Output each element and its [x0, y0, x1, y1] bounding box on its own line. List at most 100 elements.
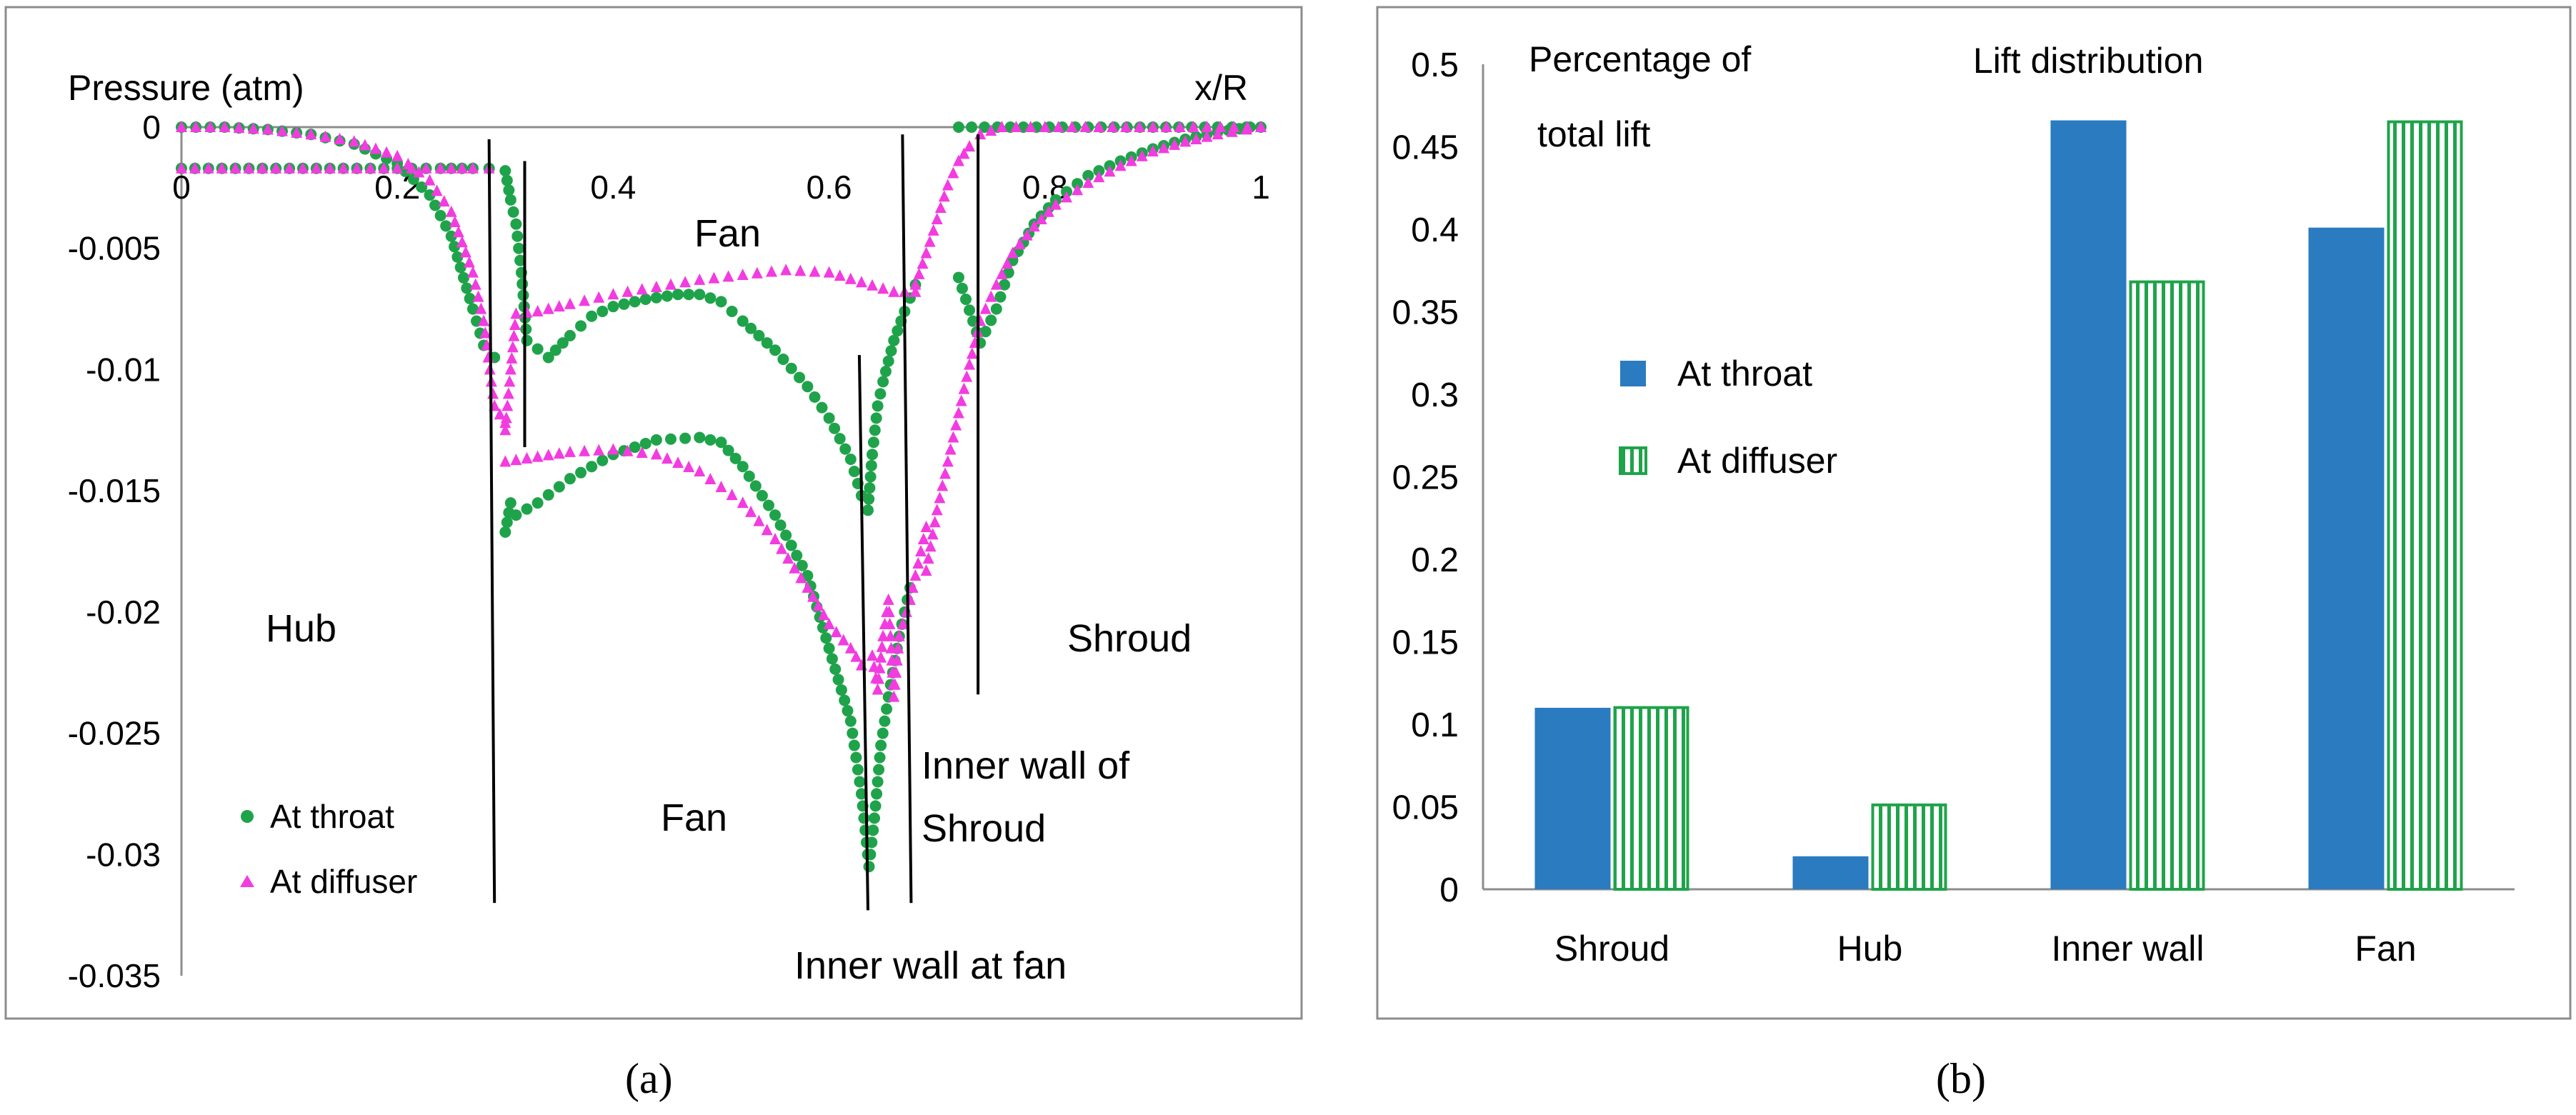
data-point-diffuser — [499, 455, 511, 467]
x-tick-label-a: 0.4 — [590, 169, 636, 206]
data-point-throat — [517, 289, 529, 301]
data-point-throat — [639, 437, 652, 449]
data-point-diffuser — [1001, 257, 1013, 269]
data-point-diffuser — [952, 154, 964, 166]
data-point-diffuser — [909, 569, 922, 581]
data-point-throat — [449, 241, 461, 253]
data-point-diffuser — [502, 387, 514, 399]
x-tick-label-a: 1 — [1252, 169, 1270, 206]
data-point-throat — [877, 376, 889, 388]
data-point-throat — [966, 121, 978, 133]
data-point-throat — [791, 549, 803, 561]
data-point-diffuser — [966, 347, 978, 359]
data-point-diffuser — [1134, 121, 1146, 132]
data-point-diffuser — [694, 273, 706, 285]
data-point-diffuser — [990, 278, 1002, 290]
data-point-throat — [586, 310, 598, 322]
data-point-diffuser — [542, 302, 554, 314]
data-point-diffuser — [176, 121, 187, 132]
data-point-diffuser — [737, 496, 749, 509]
series-at-diffuser — [176, 121, 1267, 702]
bar-diffuser-inner-wall — [2129, 280, 2205, 891]
data-point-throat — [854, 776, 866, 788]
data-point-diffuser — [509, 318, 521, 330]
data-point-diffuser — [937, 479, 949, 491]
data-point-throat — [867, 436, 879, 449]
data-point-throat — [761, 337, 773, 349]
data-point-throat — [873, 764, 885, 776]
data-point-diffuser — [449, 215, 461, 227]
data-point-throat — [650, 291, 662, 304]
data-point-diffuser — [233, 121, 245, 134]
data-point-diffuser — [438, 195, 450, 207]
data-point-diffuser — [378, 161, 390, 174]
y-tick-label-a: 0 — [142, 109, 161, 146]
data-point-throat — [499, 165, 511, 177]
data-point-diffuser — [931, 212, 943, 224]
data-point-throat — [749, 480, 762, 492]
y-tick-label-b: 0 — [1439, 871, 1459, 909]
data-point-diffuser — [521, 451, 533, 464]
data-point-diffuser — [909, 278, 922, 290]
data-point-throat — [864, 482, 876, 494]
data-point-diffuser — [243, 161, 255, 174]
bar-diffuser-hub — [1871, 803, 1947, 891]
data-point-diffuser — [751, 266, 763, 279]
data-point-diffuser — [190, 121, 202, 132]
data-point-throat — [556, 337, 569, 349]
data-point-diffuser — [1028, 220, 1040, 232]
data-point-diffuser — [564, 297, 576, 309]
data-point-diffuser — [1093, 121, 1105, 132]
data-point-diffuser — [310, 161, 322, 174]
y-tick-label-a: -0.015 — [68, 472, 161, 509]
data-point-throat — [994, 291, 1007, 303]
data-point-diffuser — [726, 489, 738, 501]
data-point-diffuser — [883, 605, 895, 617]
bar-throat-fan — [2308, 227, 2385, 889]
y-tick-labels-a: 0 -0.005 -0.01 -0.015 -0.02 -0.025 -0.03 -0.035 — [68, 109, 161, 994]
data-point-diffuser — [650, 448, 662, 460]
data-point-diffuser — [456, 236, 468, 248]
data-point-throat — [888, 334, 900, 346]
data-point-diffuser — [766, 265, 778, 277]
data-point-diffuser — [938, 190, 950, 202]
data-point-diffuser — [942, 455, 954, 467]
data-point-diffuser — [650, 281, 662, 293]
data-point-throat — [865, 459, 877, 471]
data-point-diffuser — [261, 123, 274, 135]
data-point-throat — [769, 509, 782, 521]
data-point-diffuser — [621, 285, 634, 297]
region-label-fan-lower: Fan — [661, 796, 727, 839]
data-point-throat — [777, 354, 789, 366]
data-point-diffuser — [1255, 121, 1267, 132]
data-point-diffuser — [1125, 154, 1137, 166]
data-point-diffuser — [1007, 246, 1019, 259]
data-point-diffuser — [494, 408, 506, 420]
data-point-throat — [639, 293, 652, 305]
data-point-diffuser — [889, 678, 901, 690]
data-point-diffuser — [1052, 121, 1064, 132]
data-point-diffuser — [499, 424, 511, 436]
region-divider-line — [487, 139, 496, 904]
legend-a: At throat At diffuser — [240, 798, 417, 900]
data-point-throat — [514, 254, 526, 266]
data-point-diffuser — [789, 561, 801, 574]
data-point-throat — [507, 206, 519, 218]
data-point-throat — [661, 290, 673, 302]
y-tick-label-a: -0.035 — [68, 957, 161, 994]
data-point-throat — [737, 315, 749, 327]
data-point-throat — [762, 499, 774, 511]
data-point-throat — [802, 569, 814, 581]
data-point-throat — [586, 461, 598, 473]
data-point-diffuser — [1039, 121, 1051, 132]
x-axis-title-a: x/R — [1194, 68, 1248, 108]
data-point-diffuser — [920, 246, 932, 259]
data-point-diffuser — [176, 161, 187, 174]
data-point-throat — [704, 292, 717, 304]
data-point-diffuser — [964, 358, 976, 370]
data-point-throat — [542, 489, 554, 501]
data-point-throat — [1082, 169, 1094, 181]
data-point-throat — [872, 400, 884, 412]
region-dividers — [487, 134, 980, 911]
data-point-diffuser — [844, 272, 857, 284]
